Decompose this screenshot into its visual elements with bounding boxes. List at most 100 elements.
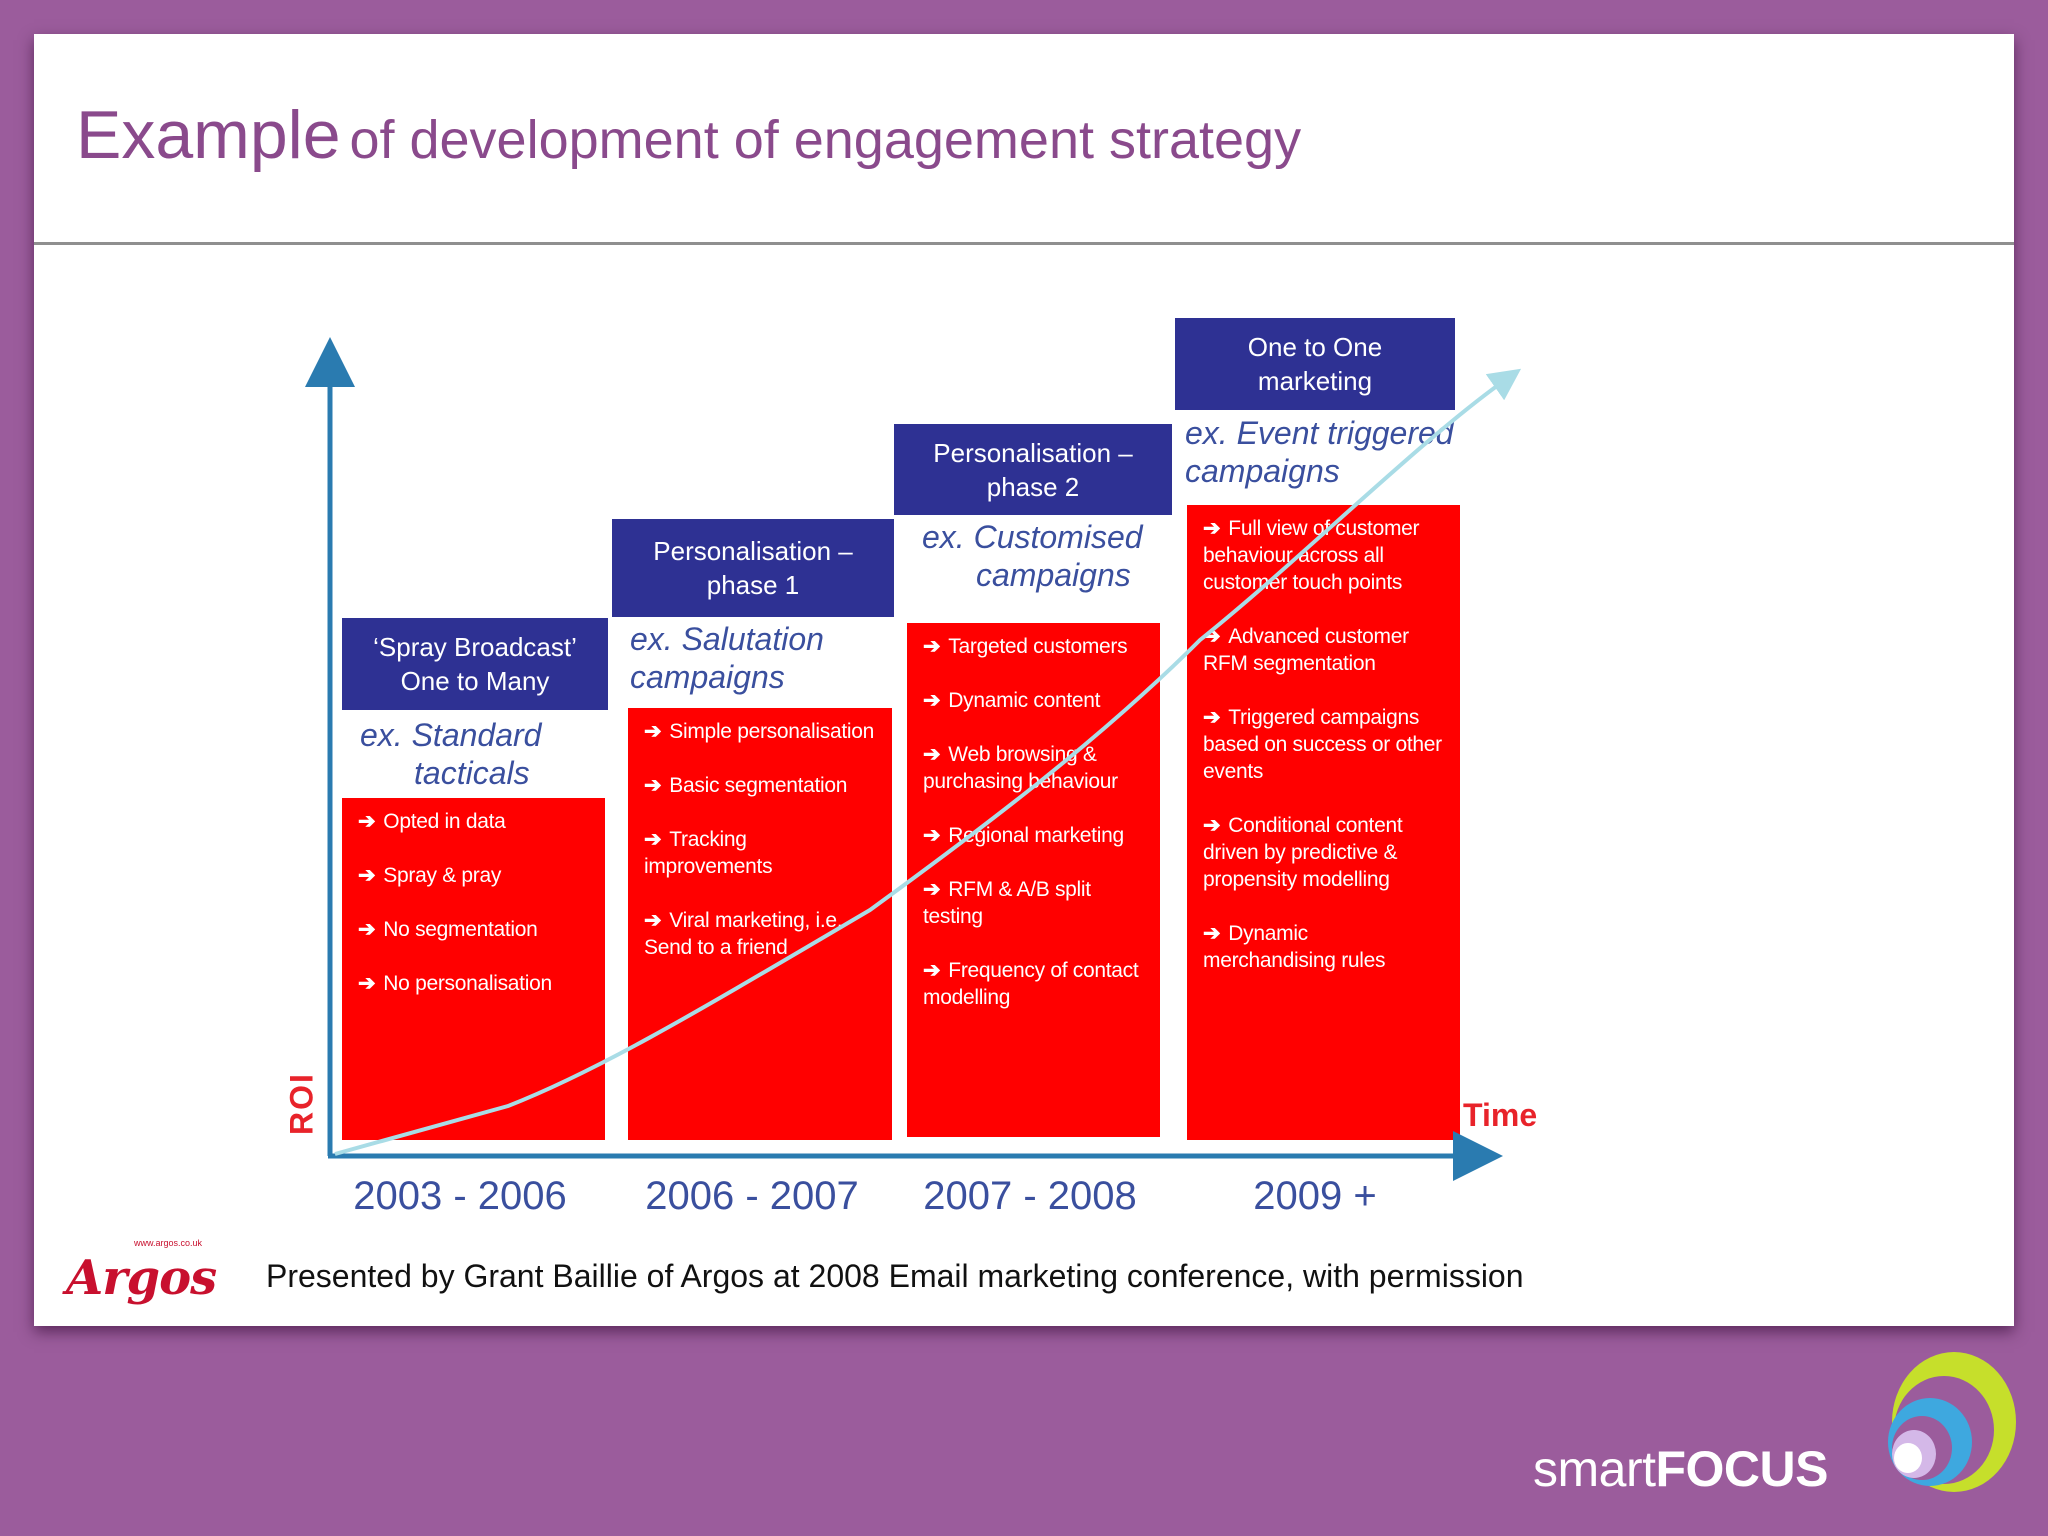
arrow-right-icon: ➔ bbox=[1203, 814, 1221, 837]
stage-3-example-line2: campaigns bbox=[976, 557, 1131, 593]
list-item-text: Basic segmentation bbox=[669, 774, 848, 797]
stage-2-heading-line2: phase 1 bbox=[706, 570, 800, 600]
list-item: ➔ Spray & pray bbox=[358, 862, 591, 889]
stage-3-example: ex. Customised campaigns bbox=[922, 518, 1182, 594]
list-item-text: Full view of customer behaviour across a… bbox=[1203, 517, 1420, 594]
list-item-text: Advanced customer RFM segmentation bbox=[1203, 625, 1409, 675]
list-item-text: Viral marketing, i.e. Send to a friend bbox=[644, 909, 843, 959]
stage-1-example-line1: ex. Standard bbox=[360, 717, 542, 753]
arrow-right-icon: ➔ bbox=[644, 774, 662, 797]
arrow-right-icon: ➔ bbox=[358, 810, 376, 833]
title-main: Example bbox=[76, 97, 341, 173]
stage-2-example-line2: campaigns bbox=[630, 659, 785, 695]
arrow-right-icon: ➔ bbox=[923, 635, 941, 658]
list-item: ➔ Targeted customers bbox=[923, 633, 1146, 660]
stage-4-details: ➔ Full view of customer behaviour across … bbox=[1187, 505, 1460, 1140]
arrow-right-icon: ➔ bbox=[923, 743, 941, 766]
brand-bold: FOCUS bbox=[1655, 1441, 1829, 1497]
stage-3-heading-line1: Personalisation – bbox=[933, 437, 1133, 468]
stage-1-heading: ‘Spray Broadcast’ One to Many bbox=[342, 618, 608, 710]
list-item-text: Opted in data bbox=[383, 810, 506, 833]
arrow-right-icon: ➔ bbox=[923, 824, 941, 847]
title-rest: of development of engagement strategy bbox=[349, 110, 1302, 170]
arrow-right-icon: ➔ bbox=[1203, 706, 1221, 729]
list-item-text: Dynamic merchandising rules bbox=[1203, 922, 1386, 972]
list-item-text: Tracking improvements bbox=[644, 828, 773, 878]
stage-4-example-line1: ex. Event triggered bbox=[1185, 415, 1454, 451]
list-item: ➔ No segmentation bbox=[358, 916, 591, 943]
stage-2-example-line1: ex. Salutation bbox=[630, 621, 824, 657]
arrow-right-icon: ➔ bbox=[1203, 625, 1221, 648]
arrow-right-icon: ➔ bbox=[358, 918, 376, 941]
stage-4-example-line2: campaigns bbox=[1185, 453, 1340, 489]
smartfocus-swirl-icon bbox=[1888, 1352, 2016, 1492]
smartfocus-wordmark: smartFOCUS bbox=[1533, 1440, 1828, 1498]
stage-2-example: ex. Salutation campaigns bbox=[630, 620, 890, 696]
x-axis-label: Time bbox=[1463, 1097, 1538, 1133]
title-divider bbox=[34, 242, 2014, 245]
list-item: ➔ Dynamic merchandising rules bbox=[1203, 920, 1446, 974]
year-label-1: 2003 - 2006 bbox=[353, 1174, 567, 1218]
list-item: ➔ Opted in data bbox=[358, 808, 591, 835]
stage-3-details: ➔ Targeted customers ➔ Dynamic content ➔ We… bbox=[907, 623, 1160, 1137]
y-axis-label: ROI bbox=[283, 1072, 320, 1135]
list-item-text: Dynamic content bbox=[948, 689, 1101, 712]
list-item-text: Spray & pray bbox=[383, 864, 502, 887]
list-item: ➔ Viral marketing, i.e. Send to a friend bbox=[644, 907, 878, 961]
list-item: ➔ Triggered campaigns based on success or… bbox=[1203, 704, 1446, 785]
list-item-text: Simple personalisation bbox=[669, 720, 874, 743]
list-item: ➔ RFM & A/B split testing bbox=[923, 876, 1146, 930]
year-label-3: 2007 - 2008 bbox=[923, 1174, 1137, 1218]
list-item-text: Conditional content driven by predictive… bbox=[1203, 814, 1403, 891]
arrow-right-icon: ➔ bbox=[1203, 517, 1221, 540]
list-item: ➔ Basic segmentation bbox=[644, 772, 878, 799]
roi-trend-line bbox=[334, 368, 1522, 1156]
list-item-text: Targeted customers bbox=[948, 635, 1128, 658]
credit-text: Presented by Grant Baillie of Argos at 2… bbox=[266, 1258, 1524, 1294]
list-item-text: Triggered campaigns based on success or … bbox=[1203, 706, 1442, 783]
arrow-right-icon: ➔ bbox=[923, 689, 941, 712]
list-item: ➔ Regional marketing bbox=[923, 822, 1146, 849]
list-item: ➔ Tracking improvements bbox=[644, 826, 878, 880]
arrow-right-icon: ➔ bbox=[923, 959, 941, 982]
argos-logo: www.argos.co.uk Argos bbox=[62, 1236, 222, 1306]
list-item: ➔ Frequency of contact modelling bbox=[923, 957, 1146, 1011]
list-item-text: No personalisation bbox=[383, 972, 552, 995]
stage-3-example-line1: ex. Customised bbox=[922, 519, 1143, 555]
list-item-text: No segmentation bbox=[383, 918, 538, 941]
slide-title: Example of development of engagement str… bbox=[76, 96, 1301, 174]
list-item: ➔ Conditional content driven by predictiv… bbox=[1203, 812, 1446, 893]
list-item: ➔ No personalisation bbox=[358, 970, 591, 997]
stage-3-heading-line2: phase 2 bbox=[986, 471, 1080, 502]
stage-4-heading: One to One marketing bbox=[1175, 318, 1455, 410]
stage-1-heading-line1: ‘Spray Broadcast’ bbox=[373, 632, 577, 662]
brand-light: smart bbox=[1533, 1441, 1656, 1497]
list-item-text: RFM & A/B split testing bbox=[923, 878, 1091, 928]
year-label-2: 2006 - 2007 bbox=[645, 1174, 859, 1218]
stage-3-heading: Personalisation – phase 2 bbox=[894, 424, 1172, 515]
arrow-right-icon: ➔ bbox=[644, 720, 662, 743]
arrow-right-icon: ➔ bbox=[1203, 922, 1221, 945]
list-item-text: Frequency of contact modelling bbox=[923, 959, 1139, 1009]
stage-1-example: ex. Standard tacticals bbox=[360, 716, 610, 792]
year-label-4: 2009 + bbox=[1253, 1174, 1377, 1218]
list-item: ➔ Simple personalisation bbox=[644, 718, 878, 745]
argos-url: www.argos.co.uk bbox=[134, 1238, 203, 1248]
argos-wordmark: Argos bbox=[66, 1250, 217, 1306]
stage-1-heading-line2: One to Many bbox=[400, 666, 550, 696]
stage-2-heading-line1: Personalisation – bbox=[653, 536, 853, 566]
list-item: ➔ Advanced customer RFM segmentation bbox=[1203, 623, 1446, 677]
arrow-right-icon: ➔ bbox=[358, 864, 376, 887]
list-item-text: Regional marketing bbox=[948, 824, 1124, 847]
stage-2-heading: Personalisation – phase 1 bbox=[612, 519, 894, 617]
stage-1-example-line2: tacticals bbox=[414, 755, 530, 791]
list-item: ➔ Web browsing & purchasing behaviour bbox=[923, 741, 1146, 795]
arrow-right-icon: ➔ bbox=[644, 909, 662, 932]
list-item: ➔ Dynamic content bbox=[923, 687, 1146, 714]
arrow-right-icon: ➔ bbox=[358, 972, 376, 995]
list-item-text: Web browsing & purchasing behaviour bbox=[923, 743, 1118, 793]
arrow-right-icon: ➔ bbox=[923, 878, 941, 901]
stage-4-heading-line2: marketing bbox=[1257, 366, 1373, 396]
stage-4-example: ex. Event triggered campaigns bbox=[1185, 414, 1465, 490]
